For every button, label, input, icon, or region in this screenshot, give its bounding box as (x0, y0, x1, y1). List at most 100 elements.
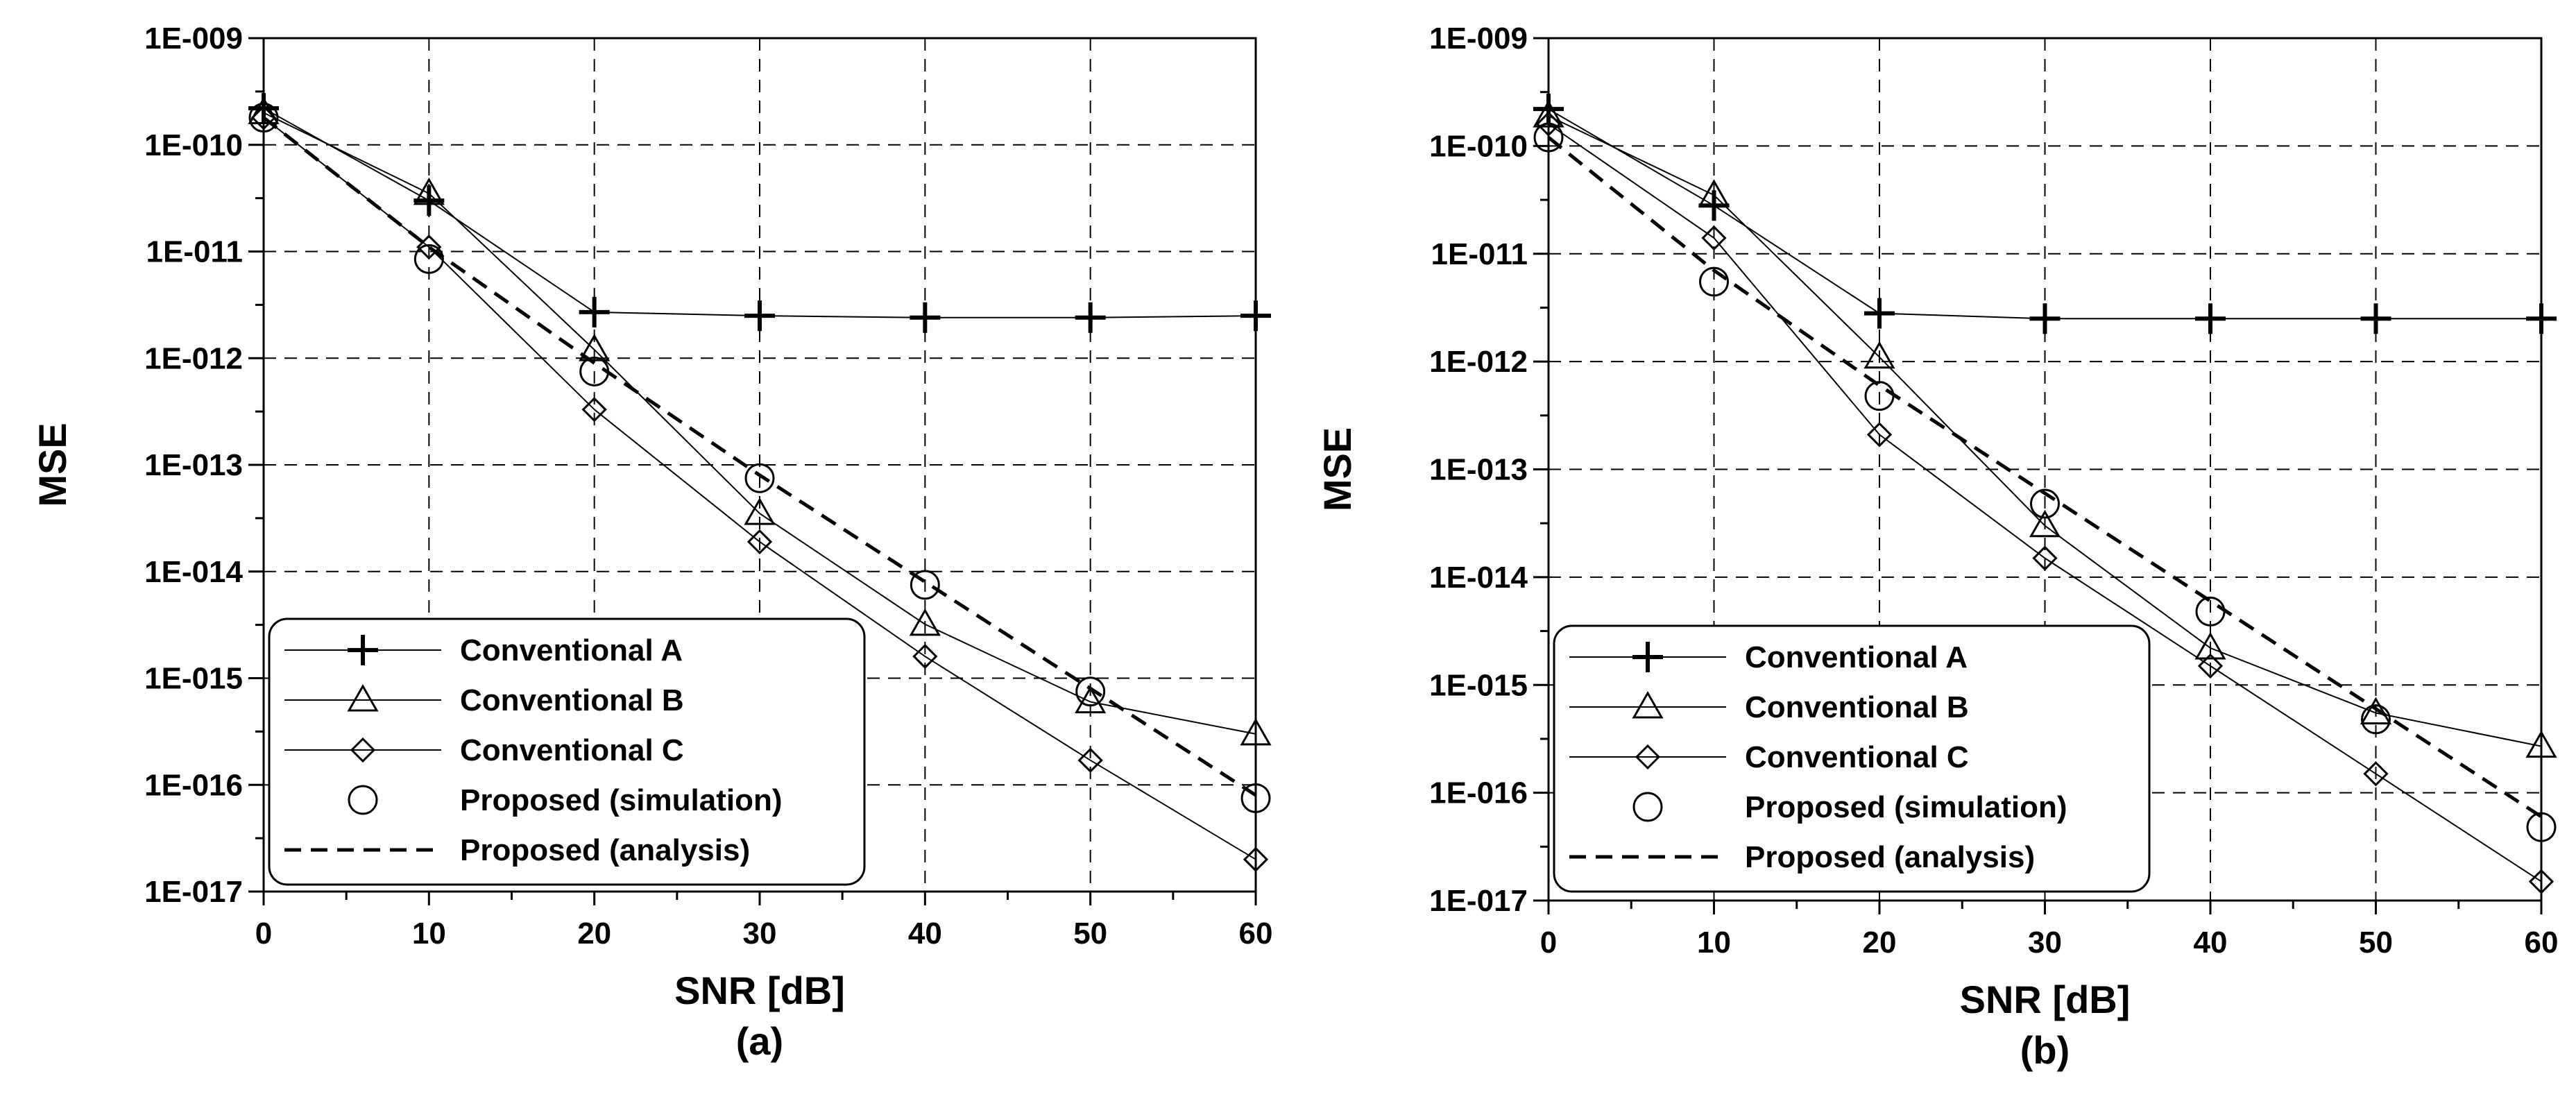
legend-label-conventional-a: Conventional A (1745, 640, 1968, 674)
y-tick-label: 1E-014 (1429, 561, 1528, 595)
y-tick-label: 1E-017 (144, 875, 243, 909)
data-point-conventional-b (579, 334, 611, 361)
legend-marker-proposed-simulation (1632, 792, 1663, 822)
panel-label: (b) (2020, 1028, 2070, 1072)
data-point-conventional-c (416, 235, 442, 260)
data-point-conventional-b (909, 608, 941, 636)
legend: Conventional A Conventional B Conventional… (268, 617, 866, 886)
series-proposed-simulation (1533, 122, 2557, 842)
data-point-conventional-b (2360, 697, 2392, 725)
data-point-conventional-c (581, 397, 607, 423)
legend-label-proposed-analysis: Proposed (analysis) (1745, 840, 2035, 874)
data-point-proposed-simulation (910, 570, 940, 600)
data-point-conventional-a (1075, 302, 1106, 333)
series-conventional-c (1535, 111, 2554, 894)
data-point-conventional-b (1533, 100, 1564, 128)
legend: Conventional A Conventional B Conventional… (1553, 624, 2151, 893)
legend-marker-conventional-b (347, 683, 379, 712)
x-tick-label: 50 (1073, 917, 1107, 951)
data-point-conventional-a (2360, 303, 2391, 334)
data-point-conventional-a (1864, 298, 1895, 329)
legend-box (1553, 624, 2151, 893)
data-point-conventional-b (413, 177, 445, 205)
y-tick-label: 1E-009 (1429, 22, 1528, 56)
data-point-conventional-c (747, 529, 773, 555)
y-tick-label: 1E-015 (1429, 668, 1528, 702)
x-tick-label: 60 (1239, 917, 1273, 951)
data-point-conventional-b (2194, 632, 2226, 660)
data-point-conventional-c (1077, 747, 1103, 773)
x-tick-label: 30 (2028, 926, 2062, 960)
data-point-conventional-a (910, 302, 941, 333)
legend-marker-proposed-simulation (348, 785, 378, 815)
legend-marker-conventional-a (1632, 642, 1663, 672)
data-point-conventional-c (1535, 111, 1562, 137)
data-point-proposed-simulation (744, 463, 775, 493)
data-point-conventional-c (250, 105, 277, 130)
data-point-conventional-c (912, 643, 938, 670)
series-conventional-c (250, 105, 1269, 872)
y-tick-label: 1E-016 (1429, 776, 1528, 810)
data-point-conventional-c (1701, 225, 1727, 251)
legend-marker-conventional-b (1632, 690, 1664, 719)
panel-label: (a) (736, 1019, 783, 1063)
x-axis-title: SNR [dB] (674, 969, 845, 1012)
legend-marker-conventional-c (350, 737, 376, 763)
data-point-conventional-a (2195, 303, 2226, 334)
legend-label-conventional-a: Conventional A (460, 633, 683, 667)
legend-label-proposed-analysis: Proposed (analysis) (460, 833, 750, 867)
data-point-conventional-a (1240, 300, 1271, 332)
y-tick-label: 1E-011 (146, 235, 243, 269)
data-point-conventional-a (2526, 303, 2557, 334)
chart-panel-b: 0 10 20 30 40 50 60 1E-017 1E-016 1E-015 1E-014 1E-… (1315, 22, 2558, 1072)
data-point-proposed-simulation (2361, 704, 2391, 735)
y-tick-label: 1E-013 (1429, 453, 1528, 487)
data-point-proposed-simulation (248, 103, 279, 133)
legend-box (268, 617, 866, 886)
data-point-proposed-simulation (1533, 122, 1564, 153)
x-tick-label: 40 (908, 917, 942, 951)
x-tick-label: 10 (412, 917, 446, 951)
x-tick-label: 10 (1697, 926, 1731, 960)
data-point-proposed-simulation (2030, 488, 2060, 519)
data-point-conventional-a (413, 185, 445, 216)
x-tick-label: 0 (255, 917, 272, 951)
series-line-conventional-b (263, 112, 1256, 735)
legend-label-proposed-simulation: Proposed (simulation) (1745, 790, 2067, 824)
data-point-conventional-b (744, 497, 776, 525)
data-point-conventional-b (248, 96, 280, 124)
series-proposed-analysis (262, 116, 1257, 797)
data-point-conventional-c (1866, 422, 1893, 448)
x-tick-label: 20 (1863, 926, 1897, 960)
legend-label-conventional-c: Conventional C (460, 733, 684, 767)
y-tick-label: 1E-014 (144, 555, 243, 589)
data-point-proposed-simulation (1699, 266, 1729, 297)
x-axis-title: SNR [dB] (1960, 978, 2131, 1021)
series-line-conventional-b (1548, 115, 2542, 747)
series-conventional-b (248, 96, 1272, 746)
y-tick-label: 1E-010 (1429, 129, 1528, 163)
y-tick-label: 1E-012 (1429, 345, 1528, 379)
data-point-conventional-c (2197, 653, 2224, 679)
x-tick-label: 0 (1540, 926, 1557, 960)
data-point-conventional-a (2029, 303, 2061, 334)
data-point-conventional-b (1075, 685, 1107, 714)
legend-marker-conventional-a (348, 635, 378, 665)
series-conventional-b (1533, 100, 2557, 758)
data-point-conventional-b (1240, 717, 1272, 746)
data-point-conventional-c (1243, 846, 1269, 872)
y-tick-label: 1E-013 (144, 448, 243, 482)
legend-label-conventional-b: Conventional B (1745, 690, 1969, 724)
legend-label-proposed-simulation: Proposed (simulation) (460, 783, 782, 817)
data-point-conventional-a (744, 300, 775, 332)
x-tick-label: 40 (2194, 926, 2228, 960)
data-point-conventional-b (1863, 341, 1895, 369)
data-point-proposed-simulation (413, 244, 444, 274)
y-tick-label: 1E-009 (144, 22, 243, 56)
y-tick-label: 1E-015 (144, 662, 243, 696)
data-point-conventional-b (2029, 509, 2061, 538)
data-point-conventional-b (1698, 179, 1730, 207)
series-line-proposed-analysis (262, 116, 1257, 797)
y-axis-title: MSE (1315, 427, 1359, 511)
